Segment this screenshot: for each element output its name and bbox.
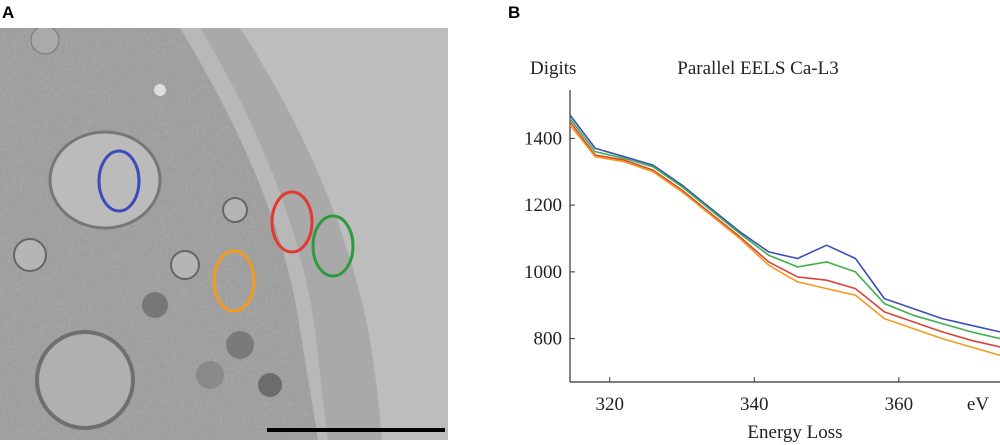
series-line bbox=[569, 117, 1000, 340]
x-tick-label: 320 bbox=[595, 394, 624, 415]
chart-title: Parallel EELS Ca-L3 bbox=[677, 58, 838, 79]
y-tick-label: 800 bbox=[534, 329, 563, 350]
x-axis-label: Energy Loss bbox=[747, 422, 842, 443]
y-axis-label: Digits bbox=[530, 58, 576, 79]
series-line bbox=[569, 114, 1000, 333]
panel-label: A bbox=[2, 3, 14, 22]
y-tick-label: 1200 bbox=[524, 195, 562, 216]
y-tick-label: 1000 bbox=[524, 262, 562, 283]
series-line bbox=[569, 124, 1000, 357]
x-unit: eV bbox=[967, 394, 989, 415]
y-tick-label: 1400 bbox=[524, 128, 562, 149]
x-tick-label: 340 bbox=[740, 394, 769, 415]
series-line bbox=[569, 121, 1000, 348]
x-tick-label: 360 bbox=[885, 394, 914, 415]
panel-label: B bbox=[508, 3, 520, 22]
micrograph bbox=[0, 28, 448, 440]
